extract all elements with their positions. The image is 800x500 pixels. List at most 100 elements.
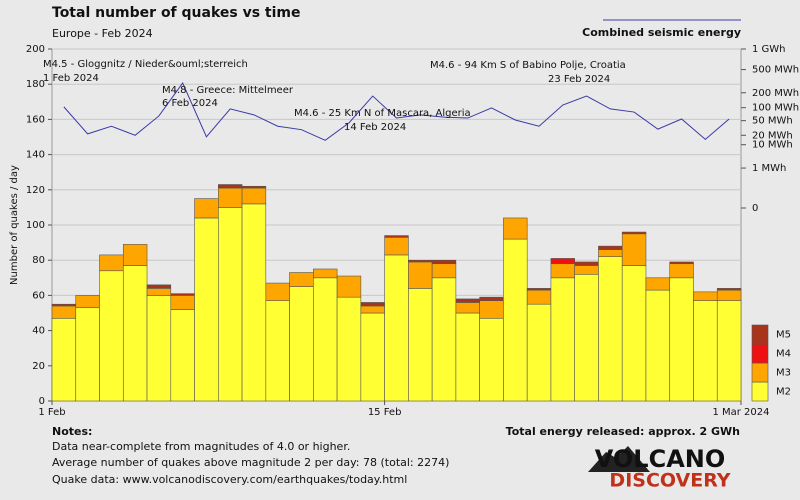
y-tick-label: 200 (26, 44, 45, 55)
bar-segment (360, 312, 385, 402)
bar-segment (526, 288, 552, 291)
bar-segment (669, 261, 694, 265)
x-tick-label: 15 Feb (368, 407, 402, 418)
legend-swatch (751, 324, 769, 345)
y2-tick-label: 1 GWh (752, 44, 786, 55)
bar-segment (51, 303, 77, 307)
bar-segment (146, 295, 172, 402)
bar-segment (313, 277, 338, 402)
bar-segment (218, 184, 243, 189)
bar-segment (384, 237, 409, 256)
bar-segment (598, 256, 623, 402)
bar-segment (336, 296, 362, 402)
bar-segment (289, 286, 314, 402)
y-tick-label: 60 (32, 290, 45, 301)
bar-segment (313, 268, 338, 279)
bar-segment (716, 289, 742, 301)
note: Data near-complete from magnitudes of 4.… (52, 440, 350, 453)
bar-segment (384, 235, 409, 238)
y2-tick-label: 1 MWh (752, 163, 786, 174)
y-tick-label: 80 (32, 255, 45, 266)
x-tick-label: 1 Feb (38, 407, 65, 418)
bar-segment (170, 309, 195, 402)
bar-segment (431, 277, 457, 402)
annotation-label: M4.8 - Greece: Mittelmeer (162, 85, 294, 96)
bar-segment (122, 244, 148, 266)
bar-segment (455, 312, 480, 402)
bar-segment (408, 288, 433, 402)
bar-segment (384, 254, 409, 402)
legend-swatch (751, 362, 769, 383)
bar-segment (479, 317, 504, 402)
y-tick-label: 180 (26, 79, 45, 90)
bar-segment (455, 298, 480, 303)
bar-segment (289, 272, 314, 287)
bar-segment (503, 217, 528, 240)
bar-segment (526, 303, 552, 402)
bar-segment (431, 263, 457, 279)
annotation-date: 14 Feb 2024 (344, 122, 406, 133)
bar-segment (479, 300, 504, 319)
note: Average number of quakes above magnitude… (52, 456, 449, 469)
y-tick-label: 40 (32, 326, 45, 337)
bar-segment (693, 300, 718, 402)
bar-segment (621, 233, 647, 266)
bar-segment (146, 284, 172, 289)
bar-segment (241, 203, 267, 402)
bar-segment (550, 277, 575, 402)
bar-segment (574, 261, 599, 266)
bar-segment (621, 265, 647, 402)
legend-label: M4 (776, 349, 791, 360)
bar-segment (669, 277, 694, 402)
bar-segment (146, 288, 172, 296)
bar-segment (241, 185, 267, 189)
legend-label: M5 (776, 330, 791, 341)
bar-segment (122, 265, 148, 402)
annotation-date: 23 Feb 2024 (548, 74, 610, 85)
bar-segment (598, 249, 623, 257)
bar-segment (550, 263, 575, 279)
y2-tick-label: 200 MWh (752, 88, 799, 99)
logo-text: DISCOVERY (609, 470, 730, 492)
bar-segment (503, 238, 528, 402)
y2-tick-label: 100 MWh (752, 103, 799, 114)
energy-line (63, 82, 730, 141)
legend-swatch (751, 343, 769, 364)
chart-title: Total number of quakes vs time (52, 5, 301, 21)
bar-segment (360, 302, 385, 307)
bar-segment (574, 273, 599, 402)
y-tick-label: 100 (26, 220, 45, 231)
x-tick-label: 1 Mar 2024 (712, 407, 769, 418)
y-tick-label: 0 (39, 396, 45, 407)
bar-segment (408, 261, 433, 289)
bar-segment (99, 270, 124, 402)
bar-segment (75, 307, 100, 402)
bar-segment (336, 275, 362, 298)
bar-segment (265, 282, 290, 301)
bar-segment (241, 187, 267, 205)
y-tick-label: 160 (26, 114, 45, 125)
bar-segment (194, 198, 219, 219)
annotation-date: 1 Feb 2024 (43, 73, 99, 84)
bar-segment (645, 289, 671, 402)
bar-segment (550, 258, 575, 265)
total-energy: Total energy released: approx. 2 GWh (506, 425, 740, 438)
bar-segment (218, 187, 243, 208)
y-axis-label: Number of quakes / day (9, 165, 20, 285)
chart-subtitle: Europe - Feb 2024 (52, 27, 153, 40)
y-tick-label: 120 (26, 185, 45, 196)
bar-segment (716, 288, 742, 291)
bar-segment (51, 305, 77, 319)
y2-tick-label: 10 MWh (752, 140, 793, 151)
legend-label: M3 (776, 368, 791, 379)
bar-segment (431, 259, 457, 265)
bar-segment (645, 277, 671, 291)
bar-segment (598, 245, 623, 250)
bar-segment (716, 300, 742, 402)
note: Quake data: www.volcanodiscovery.com/ear… (52, 473, 407, 486)
bar-segment (75, 295, 100, 309)
bar-segment (360, 305, 385, 314)
bar-segment (574, 265, 599, 275)
bar-segment (218, 207, 243, 402)
